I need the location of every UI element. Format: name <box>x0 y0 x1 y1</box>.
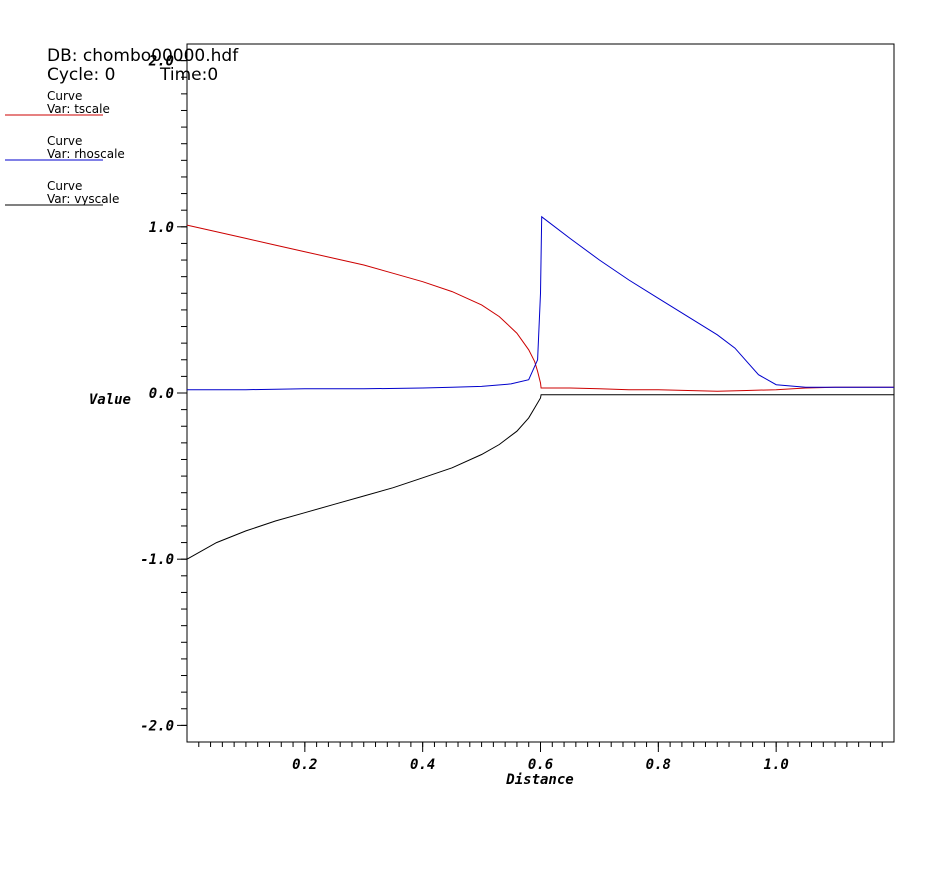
cycle-label: Cycle: 0 <box>47 65 115 85</box>
legend-var-rhoscale: Var: rhoscale <box>47 147 125 161</box>
y-tick-label: 1.0 <box>149 220 174 236</box>
legend-var-tscale: Var: tscale <box>47 102 110 116</box>
x-tick-label: 0.8 <box>646 757 671 773</box>
x-tick-label: 0.2 <box>292 757 317 773</box>
series-group <box>186 215 894 560</box>
x-tick-label: 1.0 <box>764 757 789 773</box>
legend-title-vyscale: Curve <box>47 179 82 193</box>
time-label: Time:0 <box>159 65 218 85</box>
y-tick-label: -2.0 <box>140 718 174 734</box>
y-axis-ticks: 2.0 1.0 0.0 -1.0 -2.0 <box>140 54 187 734</box>
legend-title-tscale: Curve <box>47 89 82 103</box>
y-tick-label: 0.0 <box>149 386 174 402</box>
y-axis-title: Value <box>89 392 131 408</box>
x-axis-ticks: 0.2 0.4 0.6 0.8 1.0 <box>292 742 789 773</box>
db-label: DB: chombo00000.hdf <box>47 46 239 66</box>
legend-var-vyscale: Var: vyscale <box>47 192 119 206</box>
plot-frame <box>186 43 895 743</box>
y-tick-label: -1.0 <box>140 552 174 568</box>
series-line-tscale <box>186 224 894 392</box>
legend: Curve Var: tscale Curve Var: rhoscale Cu… <box>5 89 125 206</box>
y-tick-label: 2.0 <box>148 54 174 70</box>
series-line-rhoscale <box>187 215 894 391</box>
x-axis-title: Distance <box>505 772 573 788</box>
legend-title-rhoscale: Curve <box>47 134 82 148</box>
x-tick-label: 0.6 <box>528 757 553 773</box>
x-tick-label: 0.4 <box>410 757 435 773</box>
series-line-vyscale <box>186 394 894 560</box>
